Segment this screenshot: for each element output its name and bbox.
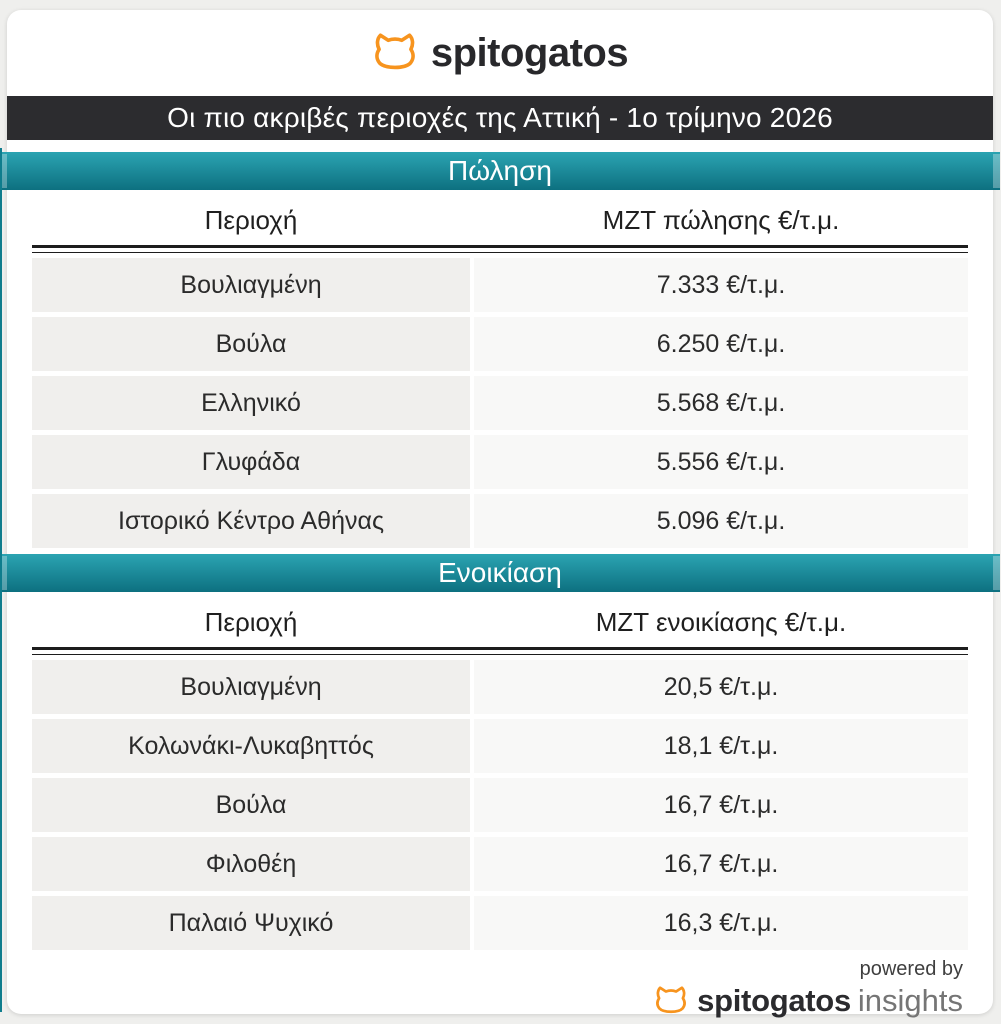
powered-by-label: powered by	[859, 958, 963, 980]
area-cell: Φιλοθέη	[32, 837, 470, 891]
section-banner-rent: Ενοικίαση	[0, 554, 1000, 592]
column-header-area: Περιοχή	[204, 606, 298, 637]
table-row: Βουλιαγμένη 7.333 €/τ.μ.	[32, 258, 968, 312]
infographic-card: spitogatos Οι πιο ακριβές περιοχές της Α…	[0, 10, 1000, 1018]
rent-table-header: Περιοχή ΜΖΤ ενοικίασης €/τ.μ.	[32, 592, 968, 647]
area-cell: Ελληνικό	[32, 376, 470, 430]
value-cell: 5.096 €/τ.μ.	[474, 494, 968, 548]
cat-icon	[374, 33, 415, 70]
value-cell: 16,7 €/τ.μ.	[474, 778, 968, 832]
area-cell: Γλυφάδα	[32, 435, 470, 489]
table-row: Ελληνικό 5.568 €/τ.μ.	[32, 376, 968, 430]
column-header-area: Περιοχή	[204, 204, 298, 235]
footer-brand-wordmark: spitogatos	[697, 983, 851, 1018]
value-cell: 20,5 €/τ.μ.	[474, 660, 968, 714]
value-cell: 16,3 €/τ.μ.	[474, 896, 968, 950]
value-cell: 6.250 €/τ.μ.	[474, 317, 968, 371]
area-cell: Παλαιό Ψυχικό	[32, 896, 470, 950]
area-cell: Βούλα	[32, 778, 470, 832]
table-row: Κολωνάκι-Λυκαβηττός 18,1 €/τ.μ.	[32, 719, 968, 773]
sale-table-header: Περιοχή ΜΖΤ πώλησης €/τ.μ.	[32, 190, 968, 245]
sale-rows: Βουλιαγμένη 7.333 €/τ.μ. Βούλα 6.250 €/τ…	[32, 258, 968, 548]
table-row: Γλυφάδα 5.556 €/τ.μ.	[32, 435, 968, 489]
value-cell: 5.568 €/τ.μ.	[474, 376, 968, 430]
header-rule	[32, 647, 968, 655]
sale-table: Περιοχή ΜΖΤ πώλησης €/τ.μ. Βουλιαγμένη 7…	[32, 190, 968, 548]
section-sale: Πώληση Περιοχή ΜΖΤ πώλησης €/τ.μ. Βουλια…	[0, 152, 1000, 548]
table-row: Βούλα 6.250 €/τ.μ.	[32, 317, 968, 371]
area-cell: Ιστορικό Κέντρο Αθήνας	[32, 494, 470, 548]
value-cell: 16,7 €/τ.μ.	[474, 837, 968, 891]
footer-brand: spitogatos insights	[7, 983, 963, 1019]
brand-wordmark: spitogatos	[430, 30, 629, 75]
value-cell: 5.556 €/τ.μ.	[474, 435, 968, 489]
area-cell: Βουλιαγμένη	[32, 660, 470, 714]
area-cell: Βούλα	[32, 317, 470, 371]
teal-edge-accent	[0, 148, 2, 1012]
column-header-price: ΜΖΤ πώλησης €/τ.μ.	[602, 204, 840, 235]
table-row: Βούλα 16,7 €/τ.μ.	[32, 778, 968, 832]
header-rule	[32, 245, 968, 253]
footer-brand-suffix: insights	[857, 983, 963, 1018]
area-cell: Κολωνάκι-Λυκαβηττός	[32, 719, 470, 773]
value-cell: 18,1 €/τ.μ.	[474, 719, 968, 773]
title-banner: Οι πιο ακριβές περιοχές της Αττική - 1ο …	[7, 96, 993, 140]
area-cell: Βουλιαγμένη	[32, 258, 470, 312]
rent-table: Περιοχή ΜΖΤ ενοικίασης €/τ.μ. Βουλιαγμέν…	[32, 592, 968, 950]
section-rent: Ενοικίαση Περιοχή ΜΖΤ ενοικίασης €/τ.μ. …	[0, 554, 1000, 950]
logo-header: spitogatos	[7, 10, 993, 96]
cat-icon	[656, 986, 687, 1014]
footer: powered by spitogatos insights	[7, 950, 993, 1019]
banner-gap	[7, 140, 993, 152]
section-banner-sale: Πώληση	[0, 152, 1000, 190]
table-row: Βουλιαγμένη 20,5 €/τ.μ.	[32, 660, 968, 714]
table-row: Φιλοθέη 16,7 €/τ.μ.	[32, 837, 968, 891]
rent-rows: Βουλιαγμένη 20,5 €/τ.μ. Κολωνάκι-Λυκαβητ…	[32, 660, 968, 950]
table-row: Ιστορικό Κέντρο Αθήνας 5.096 €/τ.μ.	[32, 494, 968, 548]
column-header-price: ΜΖΤ ενοικίασης €/τ.μ.	[595, 606, 847, 637]
table-row: Παλαιό Ψυχικό 16,3 €/τ.μ.	[32, 896, 968, 950]
value-cell: 7.333 €/τ.μ.	[474, 258, 968, 312]
